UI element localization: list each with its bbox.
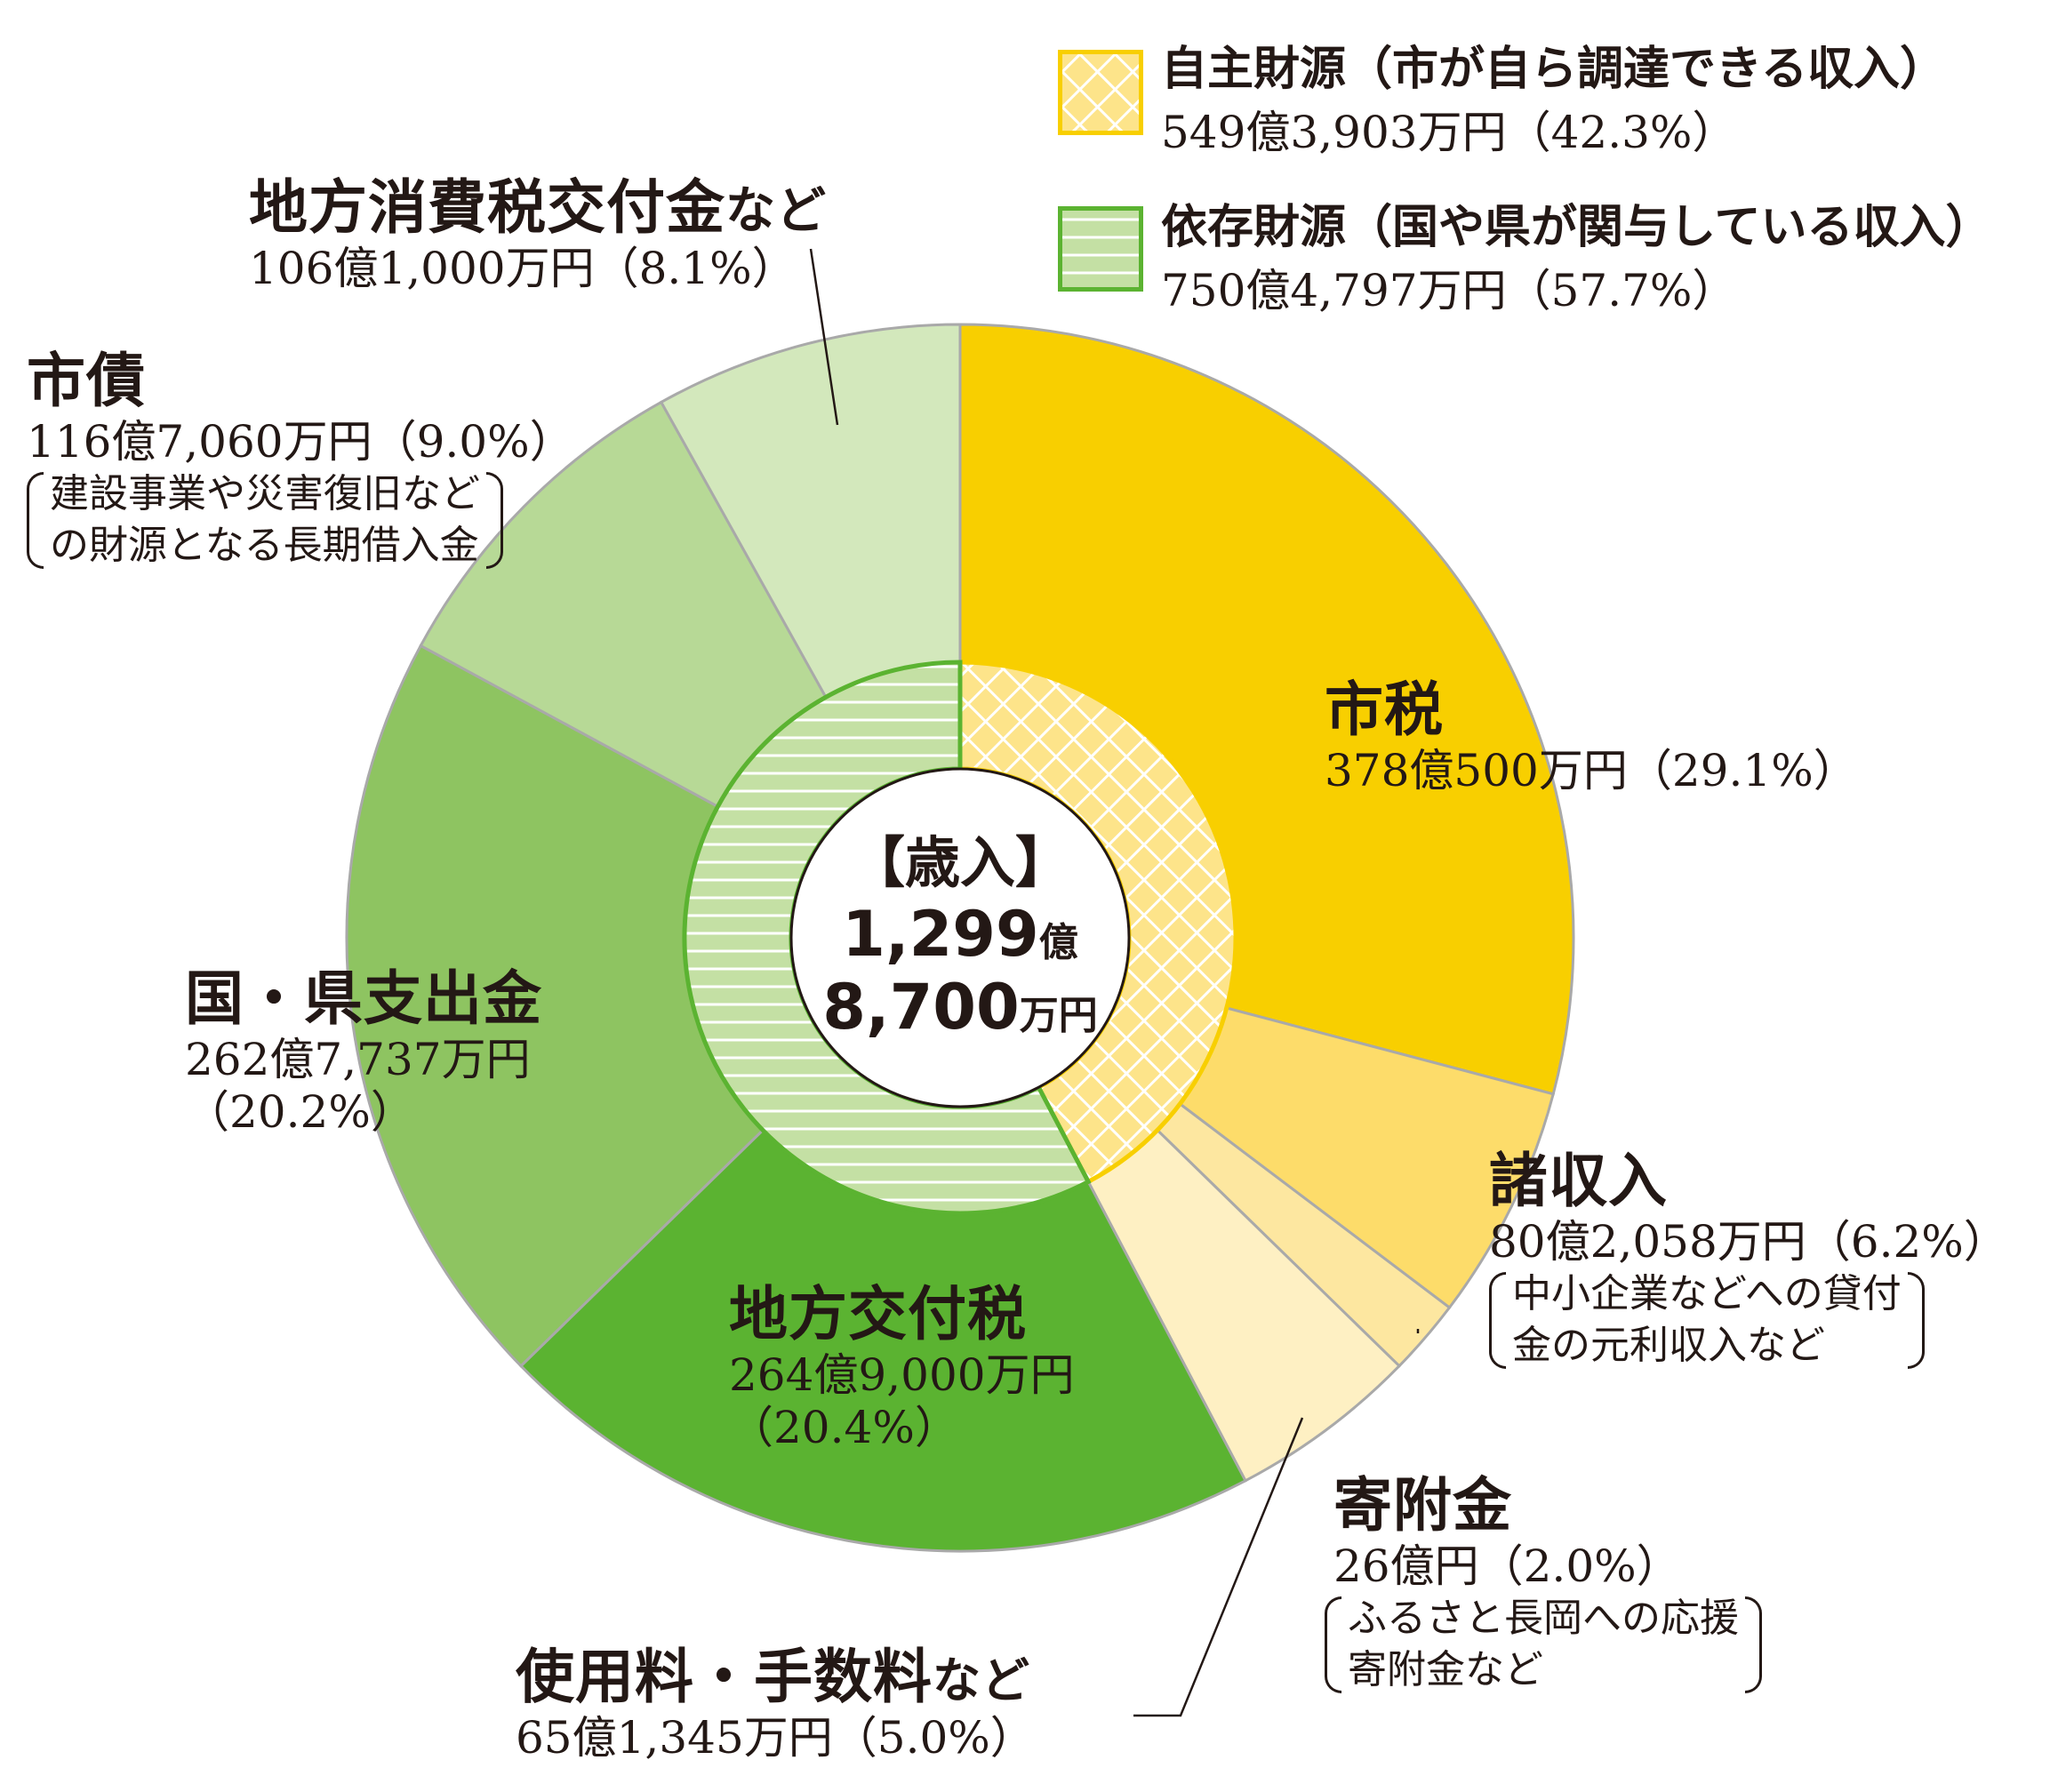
legend-swatch-dependent-revenue [1058, 206, 1143, 292]
slice-label-donations: 寄附金 26億円（2.0%） ふるさと長岡への応援 寄附金など [1325, 1471, 1762, 1697]
center-total: 【歳入】 1,299億 8,700万円 [738, 818, 1182, 1044]
center-total-line1: 1,299億 [842, 898, 1078, 971]
legend-own-revenue-pattern [1062, 54, 1139, 131]
slice-label-city-bonds: 市債 116億7,060万円（9.0%） 建設事業や災害復旧など の財源となる長… [27, 347, 574, 572]
slice-label-fees: 使用料・手数料など 65億1,345万円（5.0%） [516, 1643, 1035, 1764]
slice-label-misc-income: 諸収入 80億2,058万円（6.2%） 中小企業などへの貸付 金の元利収入など [1489, 1147, 2008, 1372]
slice-label-national-pref-subsidy: 国・県支出金 262億7,737万円 （20.2%） [185, 964, 542, 1138]
center-circle [789, 767, 1131, 1108]
slice-label-consumption-tax-grant: 地方消費税交付金など 106億1,000万円（8.1%） [249, 173, 827, 294]
legend-dependent-revenue-pattern [1062, 211, 1139, 287]
city-bonds-note: 建設事業や災害復旧など の財源となる長期借入金 [27, 468, 503, 572]
leader-line-fees [1133, 1417, 1304, 1717]
slice-label-city-tax: 市税 378億500万円（29.1%） [1325, 676, 1858, 796]
donations-note: ふるさと長岡への応援 寄附金など [1325, 1593, 1762, 1697]
legend-own-revenue-label: 自主財源（市が自ら調達できる収入） [1161, 43, 1946, 96]
legend-own-revenue-value: 549億3,903万円（42.3%） [1161, 107, 1737, 158]
misc-income-note: 中小企業などへの貸付 金の元利収入など [1489, 1268, 1925, 1372]
legend-swatch-own-revenue [1058, 50, 1143, 135]
outer-ring [345, 323, 1575, 1553]
legend-dependent-revenue-value: 750億4,797万円（57.7%） [1161, 265, 1737, 316]
slice-label-local-allocation-tax: 地方交付税 264億9,000万円 （20.4%） [729, 1280, 1075, 1453]
leader-line-consumption-tax [809, 248, 839, 426]
center-title: 【歳入】 [849, 830, 1070, 895]
center-total-line2: 8,700万円 [822, 971, 1098, 1044]
legend-dependent-revenue-label: 依存財源（国や県が関与している収入） [1161, 201, 1992, 254]
leader-lines [809, 248, 1420, 1717]
